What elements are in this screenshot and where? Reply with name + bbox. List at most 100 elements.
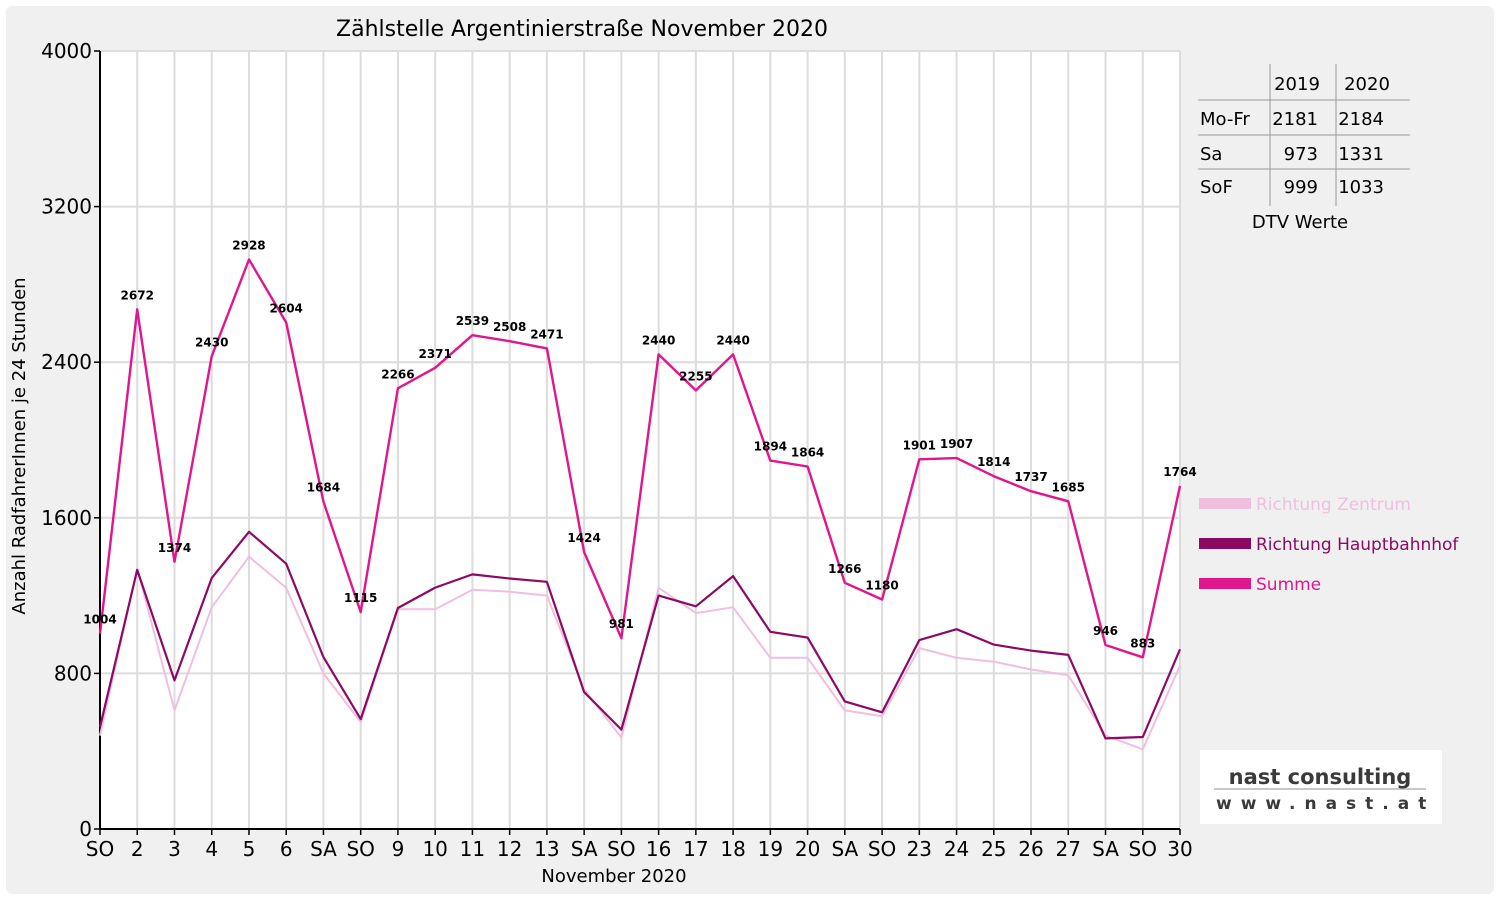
- chart-title: Zählstelle Argentinierstraße November 20…: [336, 17, 828, 42]
- dtv-row-label: Mo-Fr: [1200, 109, 1250, 130]
- logo-name: nast consulting: [1229, 765, 1412, 789]
- data-label: 1424: [567, 531, 600, 545]
- dtv-cell: 1033: [1338, 177, 1384, 198]
- data-label: 1814: [977, 455, 1010, 469]
- axes: [94, 50, 1181, 835]
- data-label: 1374: [158, 541, 191, 555]
- y-tick-labels: 0 800 1600 2400 3200 4000: [41, 39, 92, 841]
- data-label: 1907: [940, 437, 973, 451]
- legend-label-zentrum: Richtung Zentrum: [1256, 495, 1411, 515]
- logo-url: www.nast.at: [1216, 794, 1435, 814]
- data-label: 1864: [791, 445, 824, 459]
- dtv-cell: 1331: [1338, 144, 1384, 165]
- gridlines: [100, 50, 1181, 829]
- legend: Richtung Zentrum Richtung Hauptbahnhof S…: [1199, 495, 1459, 595]
- data-label: 1894: [754, 440, 787, 454]
- x-tick-label: SA: [571, 837, 598, 861]
- dtv-row-label: SoF: [1200, 177, 1233, 198]
- dtv-cell: 973: [1284, 144, 1318, 165]
- data-label: 2672: [121, 288, 154, 302]
- series-lines: [98, 258, 1182, 751]
- x-tick-label: SA: [1092, 837, 1119, 861]
- x-tick-label: 30: [1167, 837, 1192, 861]
- data-label: 2539: [456, 314, 489, 328]
- x-tick-label: 24: [944, 837, 969, 861]
- series-line-hauptbahnhof: [98, 530, 1182, 740]
- legend-swatch-hauptbahnhof: [1199, 538, 1251, 549]
- x-tick-label: 23: [907, 837, 932, 861]
- x-tick-label: 26: [1018, 837, 1043, 861]
- data-label: 1764: [1163, 465, 1196, 479]
- data-label: 2508: [493, 320, 526, 334]
- data-label: 1737: [1014, 470, 1047, 484]
- x-tick-label: 18: [720, 837, 745, 861]
- data-label: 981: [609, 617, 634, 631]
- company-logo: nast consulting www.nast.at: [1200, 750, 1442, 824]
- x-tick-label: 16: [646, 837, 671, 861]
- data-labels: 1004 2672 1374 2430 2928 2604 1684 1115 2266 2371…: [83, 239, 1196, 651]
- x-tick-label: 27: [1056, 837, 1081, 861]
- x-tick-label: SO: [86, 837, 114, 861]
- data-label: 2430: [195, 335, 228, 349]
- data-label: 2266: [381, 367, 414, 381]
- data-label: 946: [1093, 624, 1118, 638]
- y-tick-label: 4000: [41, 39, 92, 63]
- x-tick-label: 25: [981, 837, 1006, 861]
- x-tick-label: 5: [243, 837, 256, 861]
- legend-swatch-zentrum: [1199, 498, 1251, 509]
- data-label: 2928: [232, 239, 265, 253]
- dtv-header-2020: 2020: [1344, 74, 1390, 95]
- data-label: 2604: [270, 302, 303, 316]
- x-tick-label: 17: [683, 837, 708, 861]
- y-tick-label: 800: [54, 661, 92, 685]
- series-line-summe: [98, 258, 1182, 659]
- x-tick-label: 13: [534, 837, 559, 861]
- data-label: 1004: [83, 613, 116, 627]
- data-label: 2440: [716, 333, 749, 347]
- x-tick-label: 12: [497, 837, 522, 861]
- data-label: 1901: [903, 438, 936, 452]
- y-tick-label: 1600: [41, 506, 92, 530]
- y-tick-label: 3200: [41, 195, 92, 219]
- dtv-cell: 2181: [1272, 109, 1318, 130]
- data-label: 2371: [418, 347, 451, 361]
- x-tick-label: 9: [392, 837, 405, 861]
- x-tick-label: SO: [1129, 837, 1157, 861]
- data-label: 1685: [1052, 480, 1085, 494]
- data-label: 1684: [307, 480, 340, 494]
- legend-swatch-summe: [1199, 578, 1251, 589]
- data-label: 2255: [679, 369, 712, 383]
- x-tick-labels: SO 2 3 4 5 6 SA SO 9 10 11 12 13 SA SO 16 17 18 19 20 SA SO 23…: [86, 837, 1193, 861]
- x-tick-label: 20: [795, 837, 820, 861]
- data-label: 1115: [344, 591, 377, 605]
- chart-frame: Zählstelle Argentinierstraße November 20…: [6, 6, 1494, 894]
- data-label: 1180: [865, 578, 898, 592]
- dtv-row-label: Sa: [1200, 144, 1222, 165]
- data-label: 883: [1130, 636, 1155, 650]
- x-tick-label: SO: [346, 837, 374, 861]
- dtv-caption: DTV Werte: [1252, 212, 1348, 233]
- x-tick-label: SO: [868, 837, 896, 861]
- data-label: 2440: [642, 333, 675, 347]
- x-tick-label: 10: [422, 837, 447, 861]
- x-axis-label: November 2020: [541, 866, 686, 887]
- x-tick-label: 2: [131, 837, 144, 861]
- plot-area: [100, 51, 1180, 829]
- x-tick-label: 11: [460, 837, 485, 861]
- x-tick-label: 6: [280, 837, 293, 861]
- line-chart: Zählstelle Argentinierstraße November 20…: [9, 17, 1459, 887]
- y-tick-label: 2400: [41, 350, 92, 374]
- x-tick-label: 3: [168, 837, 181, 861]
- y-axis-label: Anzahl RadfahrerInnen je 24 Stunden: [9, 277, 30, 614]
- x-tick-label: 4: [205, 837, 218, 861]
- x-tick-label: SA: [831, 837, 858, 861]
- x-tick-label: SA: [310, 837, 337, 861]
- x-tick-label: SO: [607, 837, 635, 861]
- data-label: 1266: [828, 562, 861, 576]
- legend-label-summe: Summe: [1256, 575, 1321, 595]
- dtv-cell: 999: [1284, 177, 1318, 198]
- y-tick-label: 0: [79, 817, 92, 841]
- legend-label-hauptbahnhof: Richtung Hauptbahnhof: [1256, 535, 1459, 555]
- x-tick-label: 19: [758, 837, 783, 861]
- data-label: 2471: [530, 327, 563, 341]
